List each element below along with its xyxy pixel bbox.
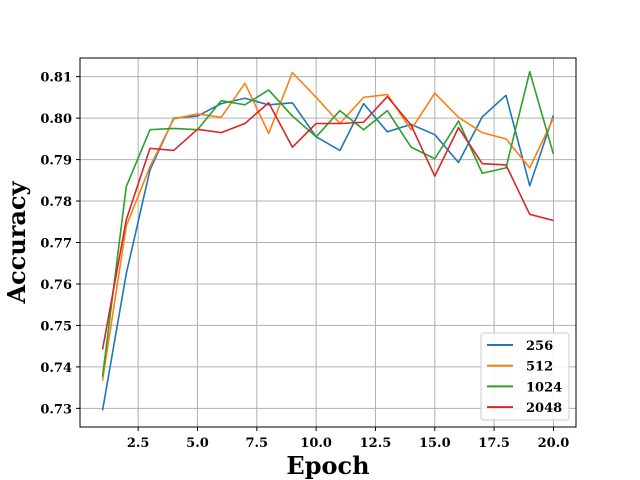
series-line-1024: [101, 70, 555, 377]
series-line-512: [101, 71, 555, 381]
legend-label-1024: 1024: [526, 380, 562, 395]
x-tick-label: 2.5: [127, 436, 150, 451]
series-line-2048: [101, 95, 554, 350]
x-axis-label: Epoch: [286, 451, 369, 480]
legend-box: [480, 332, 570, 421]
x-axis-ticks: 2.5 5.0 7.5 10.0 12.5 15.0 17.5 20.0: [127, 427, 569, 451]
series-lines: [101, 70, 555, 411]
y-tick-label: 0.78: [40, 195, 72, 210]
x-tick-label: 17.5: [478, 436, 510, 451]
legend-label-512: 512: [526, 360, 553, 375]
y-tick-label: 0.80: [40, 112, 72, 127]
y-tick-label: 0.75: [40, 319, 72, 334]
y-tick-label: 0.79: [40, 154, 72, 169]
y-tick-label: 0.76: [40, 278, 72, 293]
y-axis-ticks: 0.73 0.74 0.75 0.76 0.77 0.78 0.79 0.80 0.81: [40, 71, 80, 417]
x-tick-label: 20.0: [538, 436, 570, 451]
legend-label-2048: 2048: [526, 401, 562, 416]
grid-lines: [80, 58, 576, 427]
y-tick-label: 0.81: [40, 71, 72, 86]
legend-label-256: 256: [526, 339, 553, 354]
x-tick-label: 12.5: [360, 436, 392, 451]
x-tick-label: 15.0: [419, 436, 451, 451]
legend: 256 512 1024 2048: [480, 332, 570, 421]
x-tick-label: 7.5: [245, 436, 268, 451]
y-tick-label: 0.77: [40, 237, 72, 252]
y-tick-label: 0.74: [40, 361, 72, 376]
y-axis-label: Accuracy: [2, 180, 31, 304]
x-tick-label: 10.0: [300, 436, 332, 451]
x-tick-label: 5.0: [186, 436, 209, 451]
y-tick-label: 0.73: [40, 402, 72, 417]
